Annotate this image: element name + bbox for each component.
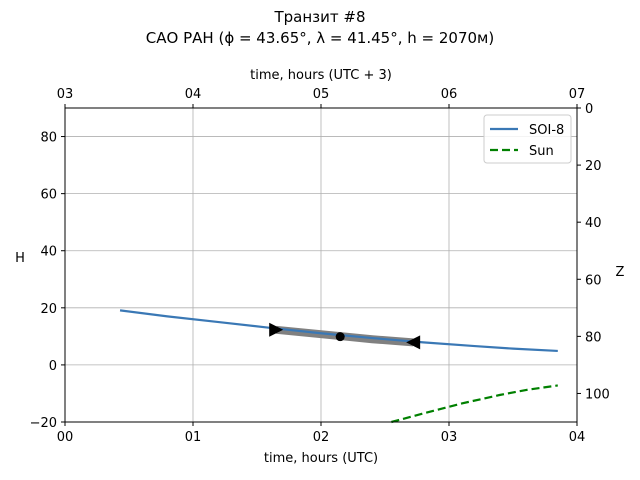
x-top-tick-label: 07 <box>569 87 586 102</box>
y-right-tick-label: 60 <box>585 273 602 288</box>
y-left-tick-label: 20 <box>40 302 57 317</box>
transit-midpoint-marker <box>335 332 345 342</box>
legend-label: SOI-8 <box>529 123 564 138</box>
x-top-tick-label: 05 <box>313 87 330 102</box>
chart-title-line2: САО РАН (ϕ = 43.65°, λ = 41.45°, h = 207… <box>146 29 494 47</box>
y-right-tick-label: 0 <box>585 102 593 117</box>
series-group <box>119 309 558 424</box>
chart-title-line1: Транзит #8 <box>273 8 365 26</box>
marker-group <box>269 322 421 350</box>
x-bottom-tick-label: 01 <box>185 430 202 445</box>
y-right-tick-label: 80 <box>585 330 602 345</box>
y-right-tick-label: 20 <box>585 159 602 174</box>
y-left-tick-label: 60 <box>40 188 57 203</box>
x-bottom-tick-label: 03 <box>441 430 458 445</box>
x-bottom-tick-label: 04 <box>569 430 586 445</box>
legend-label: Sun <box>529 144 554 159</box>
x-top-tick-label: 06 <box>441 87 458 102</box>
x-top-tick-label: 03 <box>57 87 74 102</box>
x-axis-top-label: time, hours (UTC + 3) <box>250 68 392 83</box>
y-right-tick-label: 40 <box>585 216 602 231</box>
legend: SOI-8 Sun <box>483 114 572 164</box>
y-left-tick-label: 80 <box>40 131 57 146</box>
y-left-tick-label: 0 <box>49 359 57 374</box>
y-left-tick-label: −20 <box>30 416 57 431</box>
y-axis-left-label: H <box>15 251 25 266</box>
x-axis-bottom-label: time, hours (UTC) <box>264 451 378 466</box>
transit-start-marker <box>269 322 284 337</box>
ticks-group: 00 01 02 03 04 03 04 05 06 07 −20 0 20 40 60 80 0 20 40 60 8… <box>30 87 610 445</box>
y-axis-right-label: Z <box>616 265 625 280</box>
transit-end-marker <box>406 335 421 350</box>
x-bottom-tick-label: 00 <box>57 430 74 445</box>
y-right-tick-label: 100 <box>585 387 610 402</box>
x-bottom-tick-label: 02 <box>313 430 330 445</box>
x-top-tick-label: 04 <box>185 87 202 102</box>
y-left-tick-label: 40 <box>40 245 57 260</box>
series-line-soi-8 <box>119 309 558 353</box>
series-line-sun <box>391 384 558 424</box>
